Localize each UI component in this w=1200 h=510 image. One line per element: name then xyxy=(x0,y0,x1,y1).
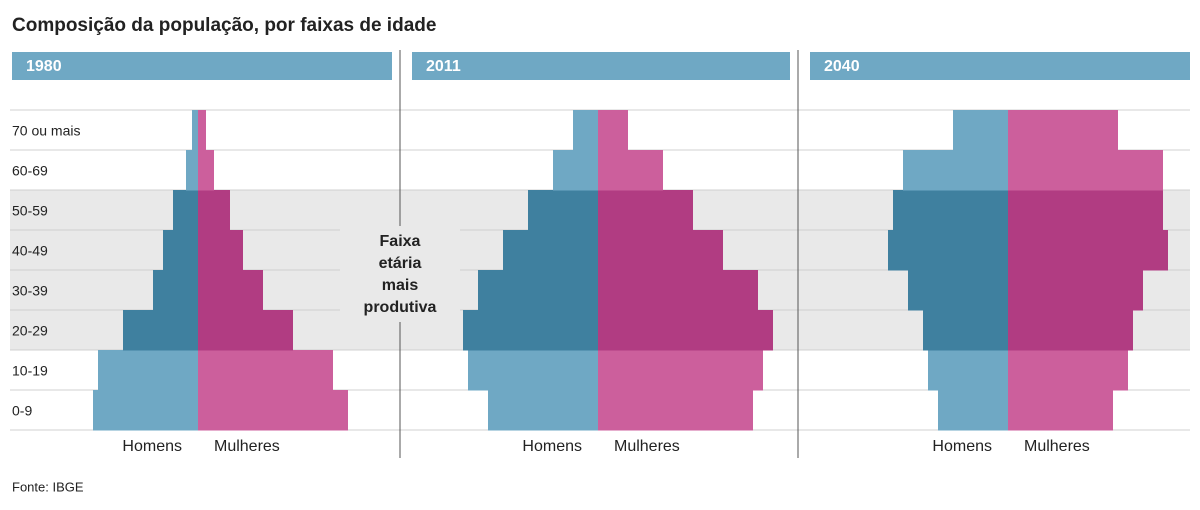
y-tick-label: 60-69 xyxy=(12,163,48,179)
pyramid-bar xyxy=(598,310,773,351)
pyramid-bar xyxy=(553,150,598,191)
pyramid-bar xyxy=(1008,310,1133,351)
panel-title: 2011 xyxy=(426,58,461,75)
y-tick-label: 20-29 xyxy=(12,323,48,339)
pyramid-bar xyxy=(198,230,243,271)
pyramid-bar xyxy=(186,150,198,191)
panel-header xyxy=(12,52,392,80)
pyramid-bar xyxy=(192,110,198,151)
pyramid-bar xyxy=(173,190,198,231)
pyramid-bar xyxy=(598,110,628,151)
annotation: mais xyxy=(382,277,419,294)
pyramid-bar xyxy=(1008,110,1118,151)
source: Fonte: IBGE xyxy=(12,479,84,494)
pyramid-bar xyxy=(598,390,753,431)
pyramid-bar xyxy=(1008,150,1163,191)
pyramid-bar xyxy=(153,270,198,311)
pyramid-bar xyxy=(198,350,333,391)
panel-title: 1980 xyxy=(26,58,62,75)
annotation-bg xyxy=(340,226,460,322)
pyramid-bar xyxy=(598,230,723,271)
y-tick-label: 70 ou mais xyxy=(12,123,80,139)
legend-label: Homens xyxy=(522,438,582,455)
pyramid-bar xyxy=(903,150,1008,191)
pyramid-bar xyxy=(198,150,214,191)
pyramid-bar xyxy=(468,350,598,391)
legend-label: Mulheres xyxy=(214,438,280,455)
panel-title: 2040 xyxy=(824,58,860,75)
annotation: Faixa xyxy=(380,233,421,250)
pyramid-bar xyxy=(1008,270,1143,311)
y-tick-label: 0-9 xyxy=(12,403,32,419)
y-tick-label: 30-39 xyxy=(12,283,48,299)
pyramid-bar xyxy=(198,310,293,351)
pyramid-bar xyxy=(598,150,663,191)
pyramid-bar xyxy=(928,350,1008,391)
pyramid-bar xyxy=(573,110,598,151)
panel-header xyxy=(412,52,790,80)
pyramid-bar xyxy=(1008,230,1168,271)
pyramid-bar xyxy=(938,390,1008,431)
pyramid-bar xyxy=(488,390,598,431)
legend-label: Homens xyxy=(932,438,992,455)
pyramid-bar xyxy=(198,390,348,431)
pyramid-bar xyxy=(528,190,598,231)
pyramid-bar xyxy=(888,230,1008,271)
pyramid-bar xyxy=(93,390,198,431)
pyramid-bar xyxy=(923,310,1008,351)
y-tick-label: 10-19 xyxy=(12,363,48,379)
pyramid-bar xyxy=(953,110,1008,151)
annotation: produtiva xyxy=(364,299,437,316)
pyramid-bar xyxy=(598,190,693,231)
y-tick-label: 40-49 xyxy=(12,243,48,259)
pyramid-bar xyxy=(463,310,598,351)
pyramid-bar xyxy=(893,190,1008,231)
pyramid-bar xyxy=(598,270,758,311)
pyramid-bar xyxy=(198,110,206,151)
annotation: etária xyxy=(379,255,422,272)
pyramid-bar xyxy=(1008,390,1113,431)
pyramid-bar xyxy=(198,190,230,231)
legend-label: Homens xyxy=(122,438,182,455)
pyramid-bar xyxy=(163,230,198,271)
legend-label: Mulheres xyxy=(614,438,680,455)
pyramid-bar xyxy=(478,270,598,311)
y-tick-label: 50-59 xyxy=(12,203,48,219)
pyramid-bar xyxy=(1008,190,1163,231)
pyramid-bar xyxy=(1008,350,1128,391)
pyramid-bar xyxy=(908,270,1008,311)
pyramid-bar xyxy=(503,230,598,271)
pyramid-bar xyxy=(198,270,263,311)
pyramid-bar xyxy=(98,350,198,391)
legend-label: Mulheres xyxy=(1024,438,1090,455)
panel-header xyxy=(810,52,1190,80)
pyramid-bar xyxy=(123,310,198,351)
page-title: Composição da população, por faixas de i… xyxy=(12,15,436,36)
pyramid-bar xyxy=(598,350,763,391)
